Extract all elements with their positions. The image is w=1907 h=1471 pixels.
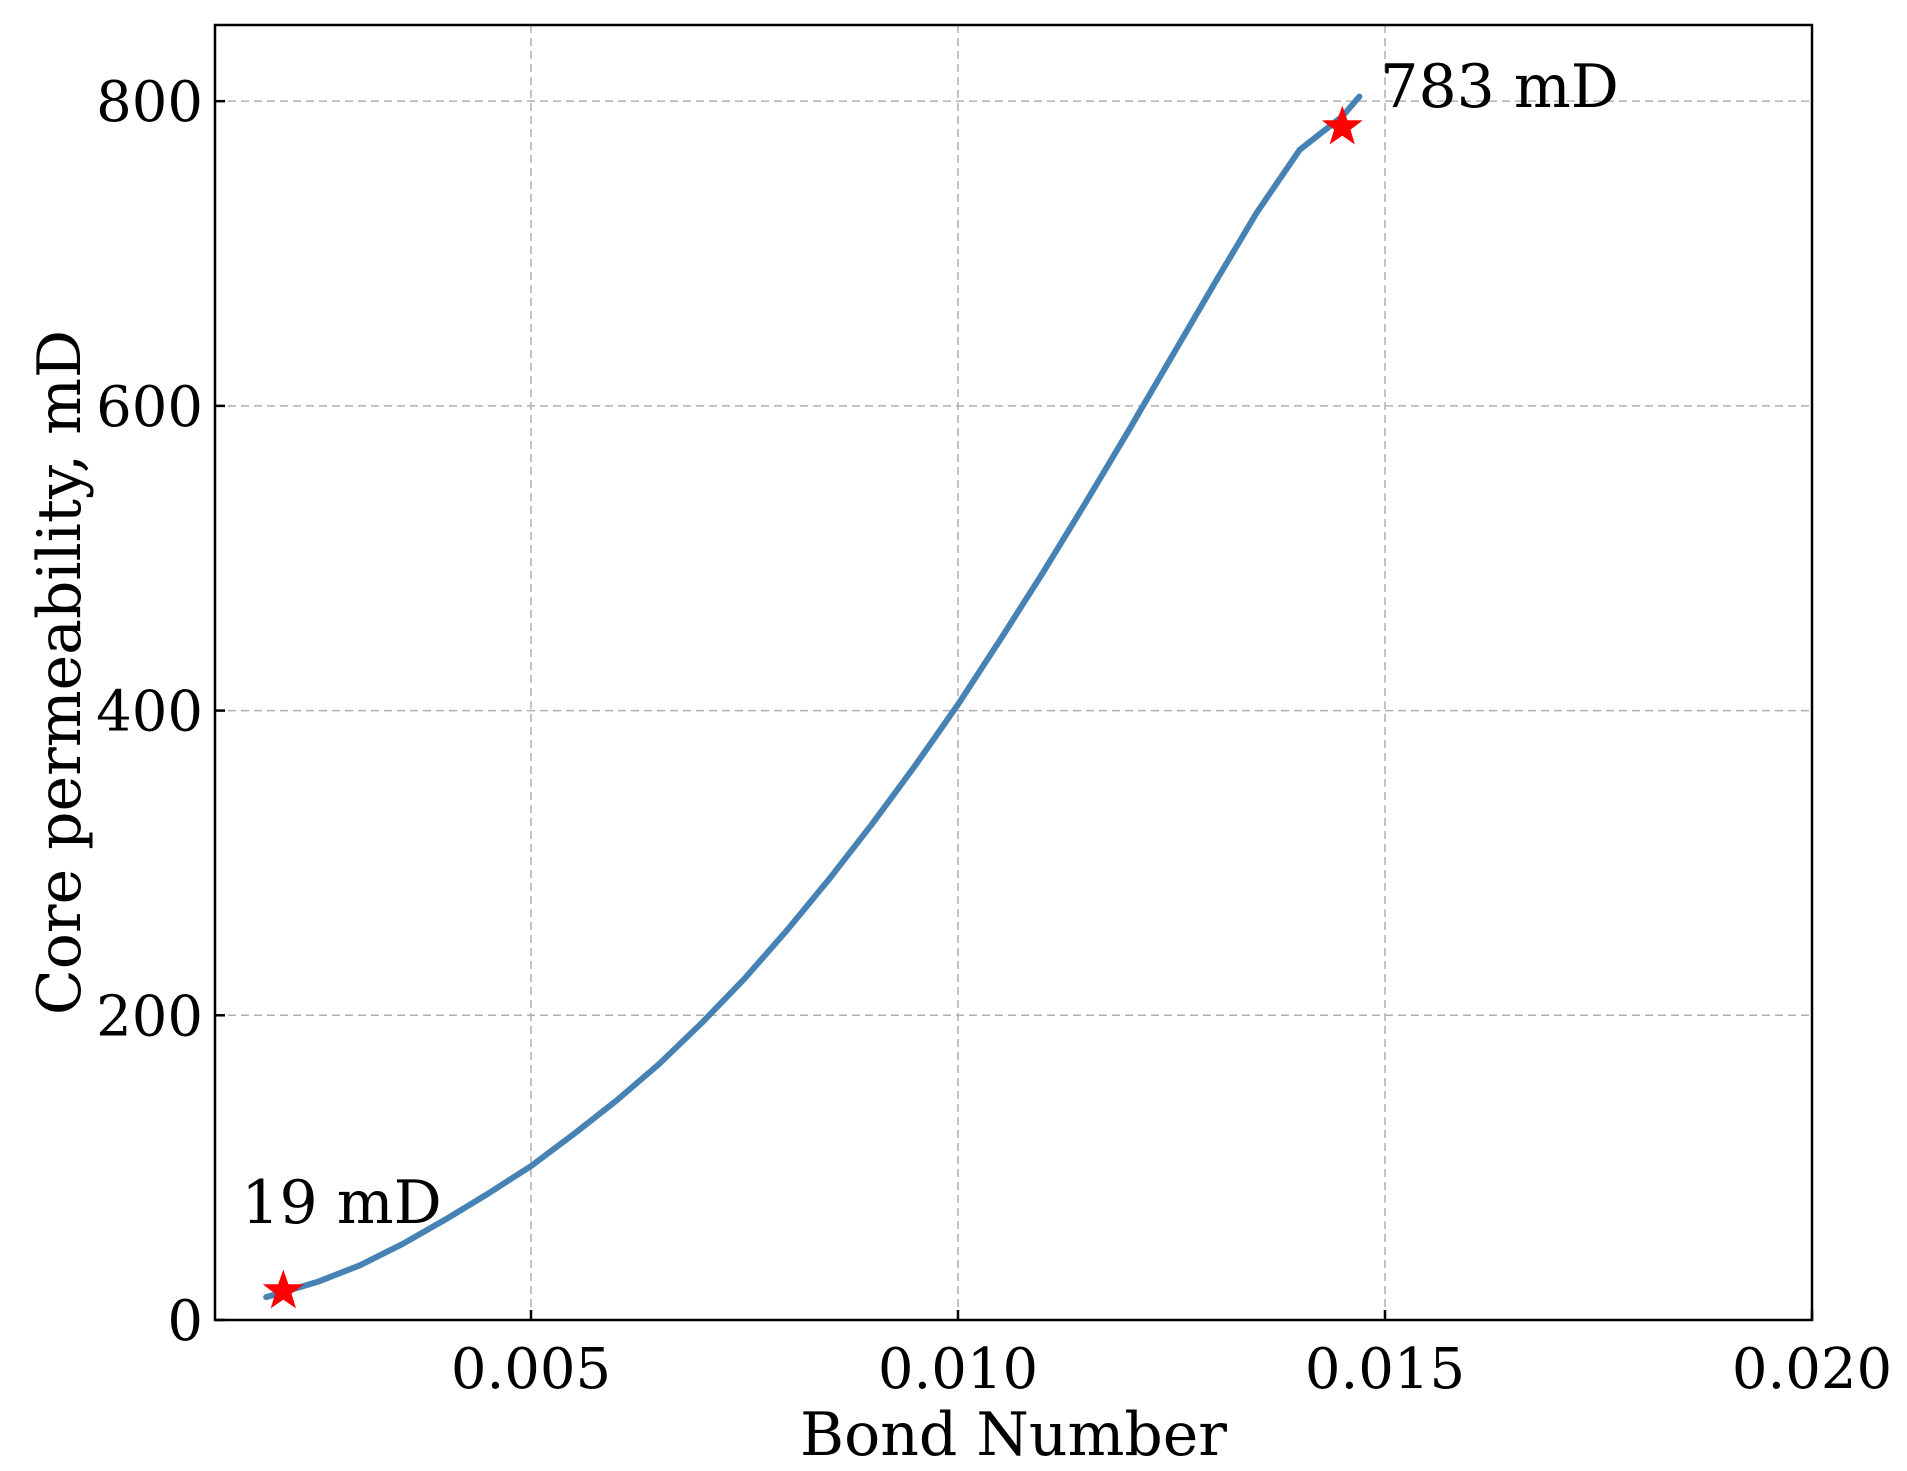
y-tick-label: 200 — [96, 984, 203, 1049]
axis-ticks: 0.005 0.010 0.015 0.020 0 200 400 600 800 — [96, 70, 1892, 1402]
data-annotation: 783 mD — [1380, 52, 1619, 122]
x-tick-label: 0.010 — [878, 1337, 1038, 1402]
x-tick-label: 0.005 — [451, 1337, 611, 1402]
star-marker — [262, 1269, 304, 1309]
data-annotation: 19 mD — [241, 1168, 441, 1238]
axes-frame — [213, 23, 1814, 1322]
y-tick-label: 400 — [96, 680, 203, 745]
x-tick-label: 0.015 — [1305, 1337, 1465, 1402]
y-axis-label: Core permeability, mD — [25, 330, 95, 1015]
x-axis-label: Bond Number — [800, 1400, 1227, 1470]
grid-lines — [215, 25, 1812, 1320]
x-tick-label: 0.020 — [1732, 1337, 1892, 1402]
permeability-curve — [263, 93, 1363, 1301]
y-tick-label: 0 — [167, 1289, 203, 1354]
star-marker — [1321, 105, 1363, 145]
annotations: 19 mD 783 mD — [241, 52, 1619, 1238]
plot-area — [262, 93, 1363, 1309]
y-tick-label: 600 — [96, 375, 203, 440]
y-tick-label: 800 — [96, 70, 203, 135]
